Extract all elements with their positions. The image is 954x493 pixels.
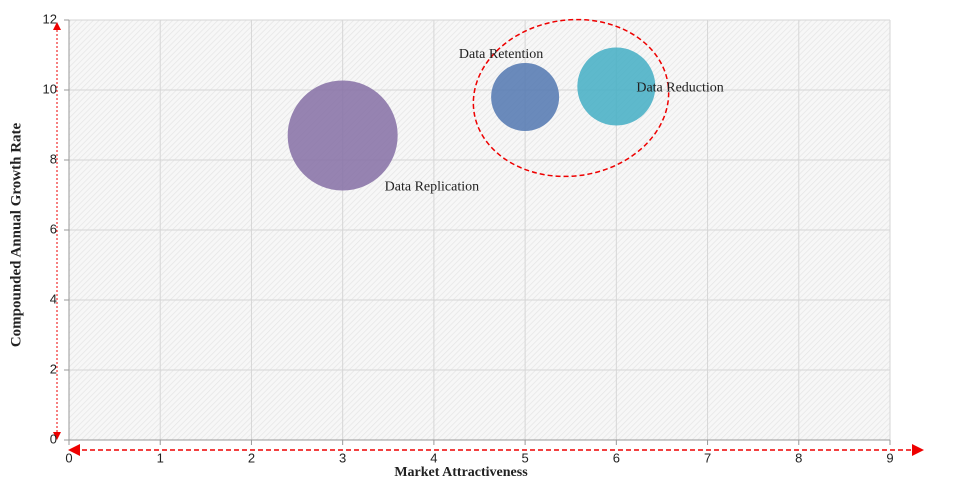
y-axis-title: Compounded Annual Growth Rate [8,122,24,347]
x-axis-title: Market Attractiveness [394,465,528,480]
bubble-label: Data Replication [385,180,479,195]
x-tick-label: 8 [795,450,802,465]
x-tick-label: 9 [886,450,893,465]
y-tick-label: 2 [50,361,57,376]
y-tick-label: 10 [43,81,57,96]
x-tick-label: 7 [704,450,711,465]
highlight-ellipse [472,18,670,178]
x-tick-label: 3 [339,450,346,465]
x-tick-label: 5 [521,450,528,465]
bubble [287,80,398,191]
bubble-label: Data Retention [459,47,543,62]
bubble-label: Data Reduction [636,81,723,96]
x-tick-label: 2 [248,450,255,465]
y-tick-label: 12 [43,11,57,26]
x-tick-label: 4 [430,450,437,465]
y-tick-label: 6 [50,221,57,236]
x-tick-label: 6 [613,450,620,465]
x-tick-label: 0 [65,450,72,465]
y-tick-label: 4 [50,291,57,306]
bubble [491,63,560,131]
y-tick-label: 8 [50,151,57,166]
bubble [577,47,656,126]
y-tick-label: 0 [50,431,57,446]
x-tick-label: 1 [157,450,164,465]
